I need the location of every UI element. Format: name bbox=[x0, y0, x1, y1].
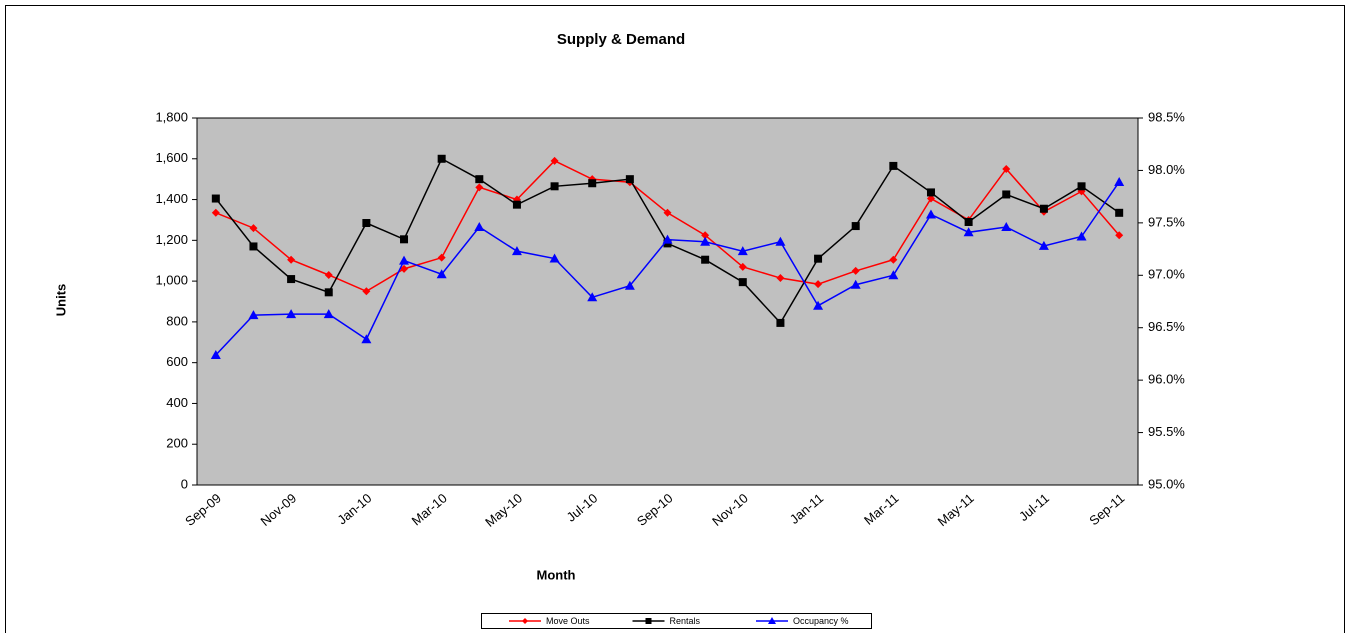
chart-title: Supply & Demand bbox=[557, 31, 685, 48]
data-point bbox=[324, 270, 333, 279]
data-point bbox=[550, 156, 559, 165]
data-point bbox=[926, 188, 935, 197]
data-point bbox=[625, 175, 634, 184]
y2-tick-label: 96.5% bbox=[1148, 319, 1185, 334]
legend-marker bbox=[768, 617, 776, 624]
data-point bbox=[400, 264, 409, 273]
y-tick-label: 1,800 bbox=[155, 109, 188, 124]
data-point bbox=[436, 269, 447, 279]
y2-tick-label: 96.0% bbox=[1148, 372, 1185, 387]
data-point bbox=[512, 200, 521, 209]
data-point bbox=[475, 175, 484, 184]
data-point bbox=[738, 262, 747, 271]
data-point bbox=[925, 209, 936, 219]
data-point bbox=[814, 280, 823, 289]
data-point bbox=[738, 278, 747, 287]
data-point bbox=[211, 194, 220, 203]
data-point bbox=[399, 255, 410, 265]
data-point bbox=[776, 318, 785, 327]
data-point bbox=[511, 246, 522, 256]
data-point bbox=[248, 310, 259, 320]
data-point bbox=[1076, 231, 1087, 241]
x-axis-title: Month bbox=[537, 567, 576, 582]
y-tick-label: 200 bbox=[166, 436, 188, 451]
data-point bbox=[776, 274, 785, 283]
y-tick-label: 400 bbox=[166, 395, 188, 410]
data-point bbox=[1002, 164, 1011, 173]
data-point bbox=[701, 231, 710, 240]
data-point bbox=[437, 154, 446, 163]
data-point bbox=[1077, 182, 1086, 191]
y-tick-label: 1,400 bbox=[155, 191, 188, 206]
data-point bbox=[475, 183, 484, 192]
y2-tick-label: 97.0% bbox=[1148, 267, 1185, 282]
data-point bbox=[549, 253, 560, 263]
data-point bbox=[1115, 208, 1124, 217]
data-point bbox=[587, 292, 598, 302]
data-point bbox=[211, 208, 220, 217]
data-point bbox=[851, 222, 860, 231]
data-point bbox=[624, 280, 635, 290]
legend-label: Occupancy % bbox=[793, 616, 849, 626]
y-tick-label: 1,000 bbox=[155, 273, 188, 288]
legend-marker bbox=[522, 618, 528, 624]
legend bbox=[481, 613, 872, 629]
data-point bbox=[1114, 176, 1125, 186]
plot-area bbox=[196, 117, 1139, 486]
data-point bbox=[813, 300, 824, 310]
data-point bbox=[361, 334, 372, 344]
data-point bbox=[1002, 190, 1011, 199]
legend-marker bbox=[645, 618, 652, 624]
data-point bbox=[663, 208, 672, 217]
data-point bbox=[1039, 204, 1048, 213]
data-point bbox=[362, 287, 371, 296]
data-point bbox=[588, 179, 597, 188]
data-point bbox=[210, 349, 221, 359]
data-point bbox=[249, 224, 258, 233]
y-axis-title: Units bbox=[53, 284, 68, 317]
legend-label: Move Outs bbox=[546, 616, 590, 626]
data-point bbox=[700, 236, 711, 246]
y-tick-label: 0 bbox=[181, 476, 188, 491]
data-point bbox=[850, 279, 861, 289]
y2-tick-label: 97.5% bbox=[1148, 214, 1185, 229]
y2-tick-label: 95.5% bbox=[1148, 424, 1185, 439]
data-point bbox=[775, 236, 786, 246]
legend-label: Rentals bbox=[670, 616, 701, 626]
y-tick-label: 800 bbox=[166, 313, 188, 328]
data-point bbox=[926, 194, 935, 203]
data-point bbox=[249, 242, 258, 251]
y-tick-label: 1,600 bbox=[155, 150, 188, 165]
data-point bbox=[323, 309, 334, 319]
data-point bbox=[851, 266, 860, 275]
data-point bbox=[889, 161, 898, 170]
data-point bbox=[1115, 231, 1124, 240]
y2-tick-label: 95.0% bbox=[1148, 476, 1185, 491]
data-point bbox=[1038, 240, 1049, 250]
data-point bbox=[964, 217, 973, 226]
data-point bbox=[737, 246, 748, 256]
data-point bbox=[437, 253, 446, 262]
data-point bbox=[400, 235, 409, 244]
y-tick-label: 1,200 bbox=[155, 232, 188, 247]
data-point bbox=[286, 309, 297, 319]
y2-tick-label: 98.0% bbox=[1148, 162, 1185, 177]
data-point bbox=[1001, 222, 1012, 232]
data-point bbox=[324, 288, 333, 297]
data-point bbox=[662, 234, 673, 244]
data-point bbox=[550, 182, 559, 191]
data-point bbox=[889, 255, 898, 264]
y-tick-label: 600 bbox=[166, 354, 188, 369]
data-point bbox=[814, 254, 823, 263]
data-point bbox=[963, 227, 974, 237]
data-point bbox=[287, 275, 296, 284]
data-point bbox=[474, 222, 485, 232]
data-point bbox=[701, 255, 710, 264]
data-point bbox=[287, 255, 296, 264]
data-point bbox=[888, 270, 899, 280]
data-point bbox=[362, 219, 371, 228]
y2-tick-label: 98.5% bbox=[1148, 109, 1185, 124]
